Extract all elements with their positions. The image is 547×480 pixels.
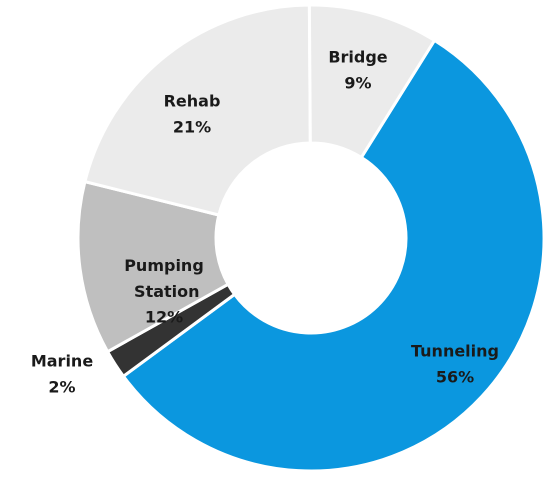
segment-label: Tunneling — [411, 342, 499, 361]
segment-value-label: 21% — [173, 118, 211, 137]
donut-segment — [83, 3, 312, 217]
segment-value-label: 9% — [344, 74, 371, 93]
donut-segment — [307, 3, 437, 160]
donut-segment — [76, 179, 231, 354]
segment-label: Pumping Station — [124, 256, 204, 301]
segment-value-label: 56% — [436, 368, 474, 387]
segment-value-label: 2% — [48, 378, 75, 397]
segment-label: Bridge — [328, 48, 387, 67]
donut-segment — [121, 38, 546, 473]
segment-label: Rehab — [164, 92, 221, 111]
segment-label: Marine — [31, 352, 93, 371]
segment-value-label: 12% — [145, 308, 183, 327]
